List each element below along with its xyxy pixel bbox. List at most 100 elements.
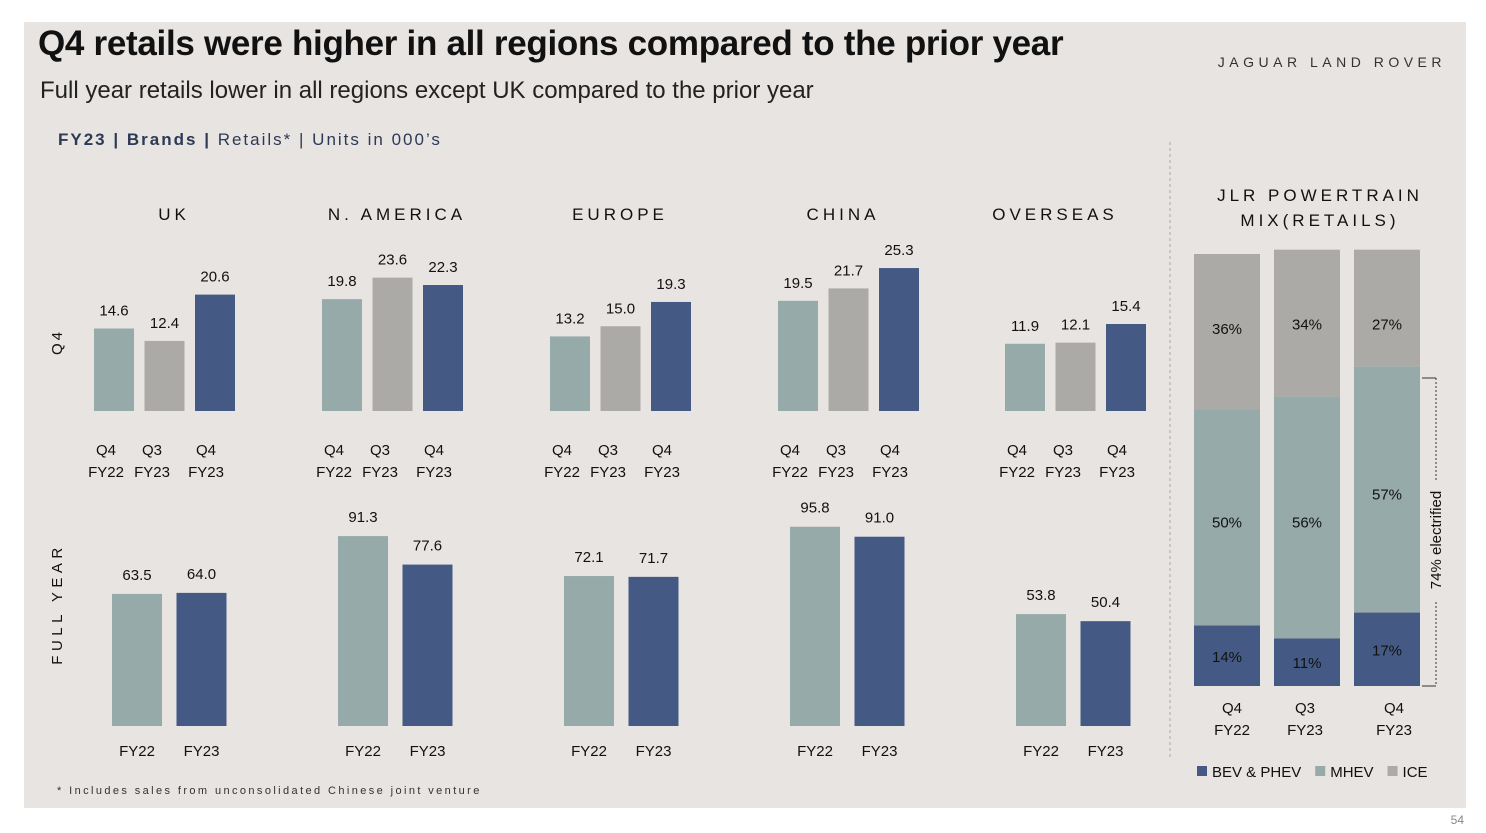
annotation-bg xyxy=(1426,480,1444,600)
mix-segment-label: 34% xyxy=(1292,317,1322,334)
mix-segment xyxy=(1274,638,1340,686)
region-title: CHINA xyxy=(807,205,880,224)
fy-value-label: 91.3 xyxy=(348,509,377,526)
q4-value-label: 22.3 xyxy=(428,259,457,276)
q4-category-label: FY22 xyxy=(772,464,808,481)
fy-bar xyxy=(338,536,388,726)
mix-segment-label: 27% xyxy=(1372,317,1402,334)
q4-category-label: FY23 xyxy=(134,464,170,481)
q4-bar xyxy=(550,336,590,411)
legend-label: MHEV xyxy=(1330,764,1373,781)
q4-category-label: FY23 xyxy=(1045,464,1081,481)
fy-category-label: FY22 xyxy=(797,743,833,760)
q4-category-label: FY22 xyxy=(316,464,352,481)
brand-logo: JAGUAR LAND ROVER xyxy=(1217,54,1446,70)
q4-bar xyxy=(828,288,869,411)
q4-category-label: FY23 xyxy=(818,464,854,481)
q4-value-label: 15.0 xyxy=(606,300,635,317)
fy-bar xyxy=(1080,621,1131,726)
legend-label: BEV & PHEV xyxy=(1212,764,1301,781)
row-label-q4: Q4 xyxy=(49,329,66,355)
fy-value-label: 77.6 xyxy=(413,538,442,555)
fy-category-label: FY22 xyxy=(571,743,607,760)
mix-segment xyxy=(1354,612,1420,686)
mix-segment xyxy=(1354,249,1420,367)
fy-value-label: 50.4 xyxy=(1091,594,1120,611)
q4-bar xyxy=(651,301,691,411)
legend-label: ICE xyxy=(1403,764,1428,781)
q4-value-label: 12.4 xyxy=(150,315,179,332)
mix-segment xyxy=(1354,366,1420,613)
fy-value-label: 64.0 xyxy=(187,566,216,583)
q4-bar xyxy=(423,285,463,411)
q4-category-label: Q4 xyxy=(1007,442,1027,459)
legend-swatch xyxy=(1387,766,1398,776)
fy-category-label: FY23 xyxy=(862,743,898,760)
q4-category-label: Q4 xyxy=(880,442,900,459)
mix-segment-label: 36% xyxy=(1212,321,1242,338)
q4-category-label: Q4 xyxy=(1107,442,1127,459)
q4-category-label: FY23 xyxy=(872,464,908,481)
slide-subtitle: Full year retails lower in all regions e… xyxy=(40,77,814,104)
q4-value-label: 15.4 xyxy=(1111,298,1140,315)
fy-bar xyxy=(564,576,614,726)
fy-bar xyxy=(402,564,453,726)
mix-segment xyxy=(1194,625,1260,686)
region-title: UK xyxy=(158,205,190,224)
mix-category-label: FY23 xyxy=(1376,722,1412,739)
mix-segment-label: 57% xyxy=(1372,486,1402,503)
q4-category-label: FY22 xyxy=(88,464,124,481)
region-title: EUROPE xyxy=(572,205,668,224)
mix-title: MIX(RETAILS) xyxy=(1240,211,1399,230)
fy-value-label: 72.1 xyxy=(574,549,603,566)
q4-bar xyxy=(372,277,413,411)
footnote: * Includes sales from unconsolidated Chi… xyxy=(57,785,482,797)
fy-category-label: FY23 xyxy=(636,743,672,760)
q4-category-label: FY22 xyxy=(999,464,1035,481)
fy-category-label: FY23 xyxy=(184,743,220,760)
fy-bar xyxy=(1016,614,1066,726)
q4-value-label: 11.9 xyxy=(1011,318,1039,335)
q4-value-label: 25.3 xyxy=(884,242,913,259)
q4-value-label: 12.1 xyxy=(1061,317,1090,334)
mix-segment xyxy=(1274,249,1340,397)
q4-category-label: FY22 xyxy=(544,464,580,481)
q4-bar xyxy=(600,326,641,411)
breadcrumb-fy23: FY23 xyxy=(58,130,107,149)
q4-value-label: 19.3 xyxy=(656,276,685,293)
mix-title: JLR POWERTRAIN xyxy=(1217,186,1423,205)
q4-category-label: FY23 xyxy=(644,464,680,481)
breadcrumb-brands: Brands xyxy=(126,130,198,149)
mix-category-label: FY22 xyxy=(1214,722,1250,739)
q4-value-label: 23.6 xyxy=(378,252,407,269)
fy-value-label: 63.5 xyxy=(122,567,151,584)
mix-category-label: Q3 xyxy=(1295,700,1315,717)
q4-category-label: Q4 xyxy=(780,442,800,459)
mix-segment-label: 17% xyxy=(1372,642,1402,659)
breadcrumb-units: Units in 000’s xyxy=(312,130,442,149)
breadcrumb-sep: | xyxy=(113,130,121,149)
q4-category-label: Q3 xyxy=(826,442,846,459)
q4-category-label: FY23 xyxy=(1099,464,1135,481)
q4-bar xyxy=(94,328,134,411)
q4-bar xyxy=(144,340,185,411)
q4-category-label: Q4 xyxy=(652,442,672,459)
mix-segment-label: 14% xyxy=(1212,649,1242,666)
fy-bar xyxy=(176,592,227,726)
fy-category-label: FY22 xyxy=(119,743,155,760)
region-title: N. AMERICA xyxy=(328,205,466,224)
q4-category-label: Q4 xyxy=(96,442,116,459)
fy-value-label: 53.8 xyxy=(1026,587,1055,604)
q4-value-label: 13.2 xyxy=(555,310,584,327)
fy-category-label: FY23 xyxy=(410,743,446,760)
breadcrumb-sep: | xyxy=(299,130,306,149)
fy-bar xyxy=(112,593,162,726)
q4-category-label: FY23 xyxy=(362,464,398,481)
mix-segment xyxy=(1194,409,1260,626)
q4-value-label: 21.7 xyxy=(834,262,863,279)
q4-value-label: 20.6 xyxy=(200,269,229,286)
legend-swatch xyxy=(1197,766,1207,776)
q4-bar xyxy=(195,294,235,411)
legend-swatch xyxy=(1315,766,1326,776)
